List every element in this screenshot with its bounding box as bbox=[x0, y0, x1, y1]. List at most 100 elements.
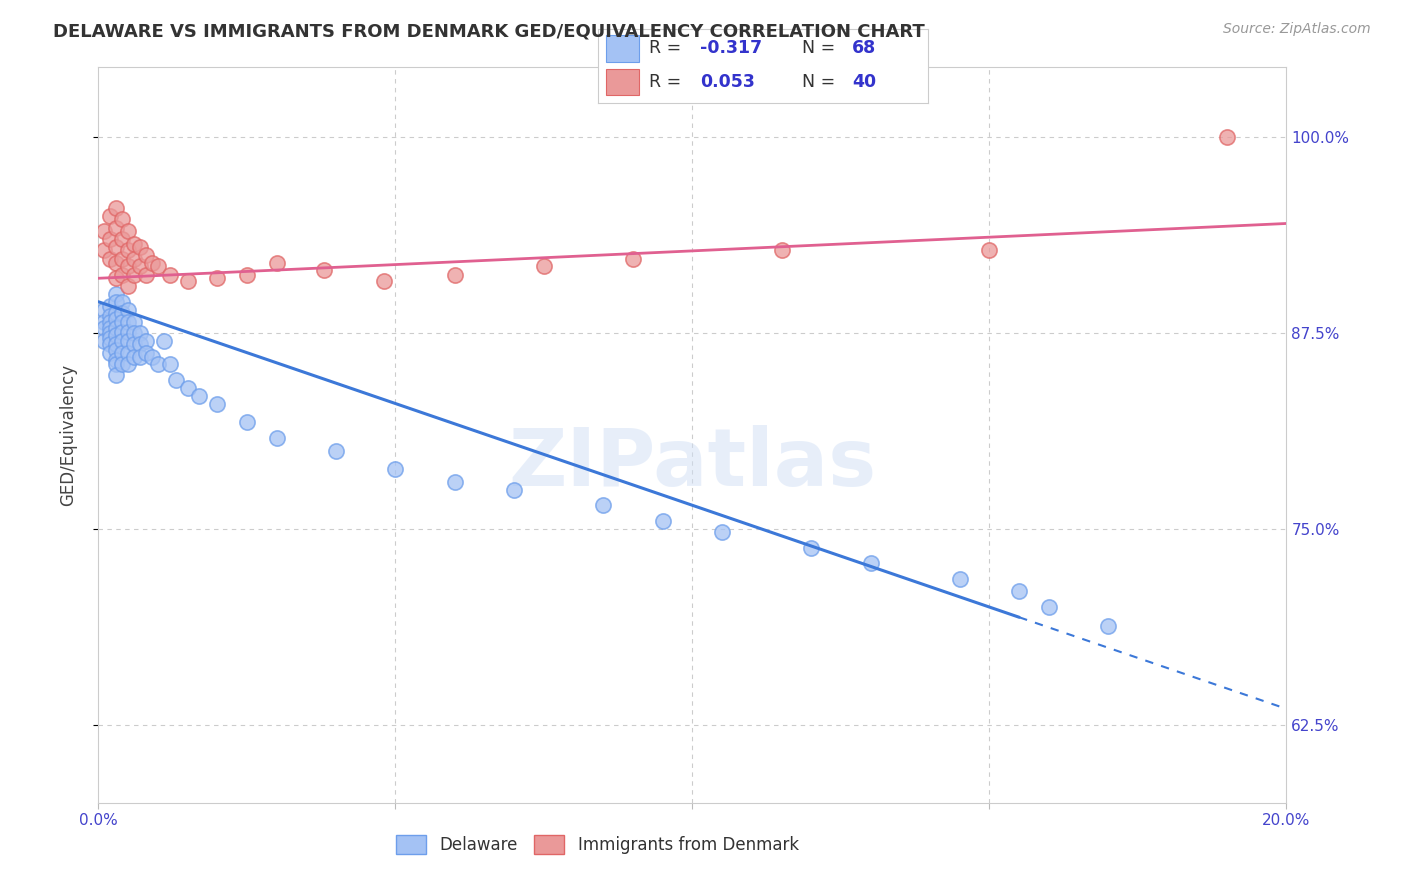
Text: N =: N = bbox=[803, 73, 841, 91]
Point bbox=[129, 337, 152, 351]
Point bbox=[188, 389, 211, 403]
Point bbox=[770, 243, 793, 257]
Point bbox=[93, 302, 115, 317]
Point bbox=[314, 263, 336, 277]
Point bbox=[98, 346, 121, 360]
Point bbox=[98, 209, 121, 223]
Point bbox=[122, 315, 145, 329]
Point bbox=[129, 350, 152, 364]
Point bbox=[93, 321, 115, 335]
Point bbox=[105, 294, 128, 309]
Point bbox=[129, 259, 152, 273]
Point bbox=[146, 358, 169, 372]
Point bbox=[979, 243, 1001, 257]
Point bbox=[98, 300, 121, 314]
Point bbox=[117, 224, 139, 238]
Point bbox=[111, 315, 134, 329]
Point bbox=[98, 326, 121, 340]
Point bbox=[135, 346, 157, 360]
Point bbox=[266, 431, 288, 445]
Point bbox=[117, 346, 139, 360]
Point bbox=[141, 255, 163, 269]
Text: 0.053: 0.053 bbox=[700, 73, 755, 91]
Point bbox=[105, 287, 128, 301]
Point bbox=[1097, 619, 1119, 633]
Point bbox=[105, 352, 128, 367]
Point bbox=[135, 268, 157, 282]
Point bbox=[122, 337, 145, 351]
Point bbox=[266, 255, 288, 269]
Point bbox=[122, 236, 145, 251]
Point bbox=[384, 462, 406, 476]
Point bbox=[621, 252, 644, 267]
Point bbox=[117, 325, 139, 339]
Point bbox=[503, 483, 526, 497]
Point bbox=[93, 334, 115, 348]
Point bbox=[98, 337, 121, 351]
Point bbox=[105, 337, 128, 351]
Point bbox=[949, 572, 972, 586]
Point bbox=[129, 240, 152, 254]
Point bbox=[325, 443, 347, 458]
Point bbox=[98, 315, 121, 329]
Point bbox=[800, 541, 823, 555]
Text: N =: N = bbox=[803, 39, 841, 57]
Point bbox=[117, 302, 139, 317]
Point bbox=[122, 268, 145, 282]
Y-axis label: GED/Equivalency: GED/Equivalency bbox=[59, 364, 77, 506]
Point bbox=[135, 248, 157, 262]
Point bbox=[111, 334, 134, 348]
Point bbox=[105, 358, 128, 372]
Point bbox=[111, 346, 134, 360]
Point bbox=[236, 268, 259, 282]
Point bbox=[111, 306, 134, 320]
Point bbox=[117, 334, 139, 348]
FancyBboxPatch shape bbox=[606, 36, 638, 62]
Point bbox=[105, 368, 128, 383]
Point bbox=[117, 315, 139, 329]
Point bbox=[105, 321, 128, 335]
Point bbox=[159, 358, 181, 372]
Point bbox=[152, 334, 174, 348]
Point bbox=[105, 343, 128, 358]
Point bbox=[711, 524, 734, 539]
Point bbox=[105, 312, 128, 326]
Point bbox=[159, 268, 181, 282]
Point bbox=[1038, 600, 1060, 615]
Point bbox=[111, 211, 134, 226]
Point bbox=[98, 252, 121, 267]
Point bbox=[98, 232, 121, 246]
Text: Source: ZipAtlas.com: Source: ZipAtlas.com bbox=[1223, 22, 1371, 37]
Point bbox=[205, 396, 228, 410]
Point bbox=[122, 350, 145, 364]
Point bbox=[98, 309, 121, 323]
Text: -0.317: -0.317 bbox=[700, 39, 762, 57]
Point bbox=[105, 306, 128, 320]
Point bbox=[122, 326, 145, 340]
Point bbox=[129, 326, 152, 340]
Point bbox=[443, 475, 465, 489]
Point bbox=[135, 334, 157, 348]
Point bbox=[93, 315, 115, 329]
Text: 40: 40 bbox=[852, 73, 876, 91]
Point bbox=[111, 232, 134, 246]
Point bbox=[1008, 584, 1031, 599]
Legend: Delaware, Immigrants from Denmark: Delaware, Immigrants from Denmark bbox=[389, 828, 806, 861]
FancyBboxPatch shape bbox=[606, 69, 638, 95]
Point bbox=[117, 279, 139, 293]
Point bbox=[105, 221, 128, 235]
Point bbox=[105, 201, 128, 215]
Point bbox=[93, 243, 115, 257]
Text: ZIPatlas: ZIPatlas bbox=[509, 425, 876, 503]
Point bbox=[165, 373, 187, 387]
Text: DELAWARE VS IMMIGRANTS FROM DENMARK GED/EQUIVALENCY CORRELATION CHART: DELAWARE VS IMMIGRANTS FROM DENMARK GED/… bbox=[53, 22, 925, 40]
Text: R =: R = bbox=[648, 73, 686, 91]
Text: 68: 68 bbox=[852, 39, 876, 57]
Point bbox=[117, 243, 139, 257]
Point bbox=[98, 331, 121, 345]
Point bbox=[105, 255, 128, 269]
Point bbox=[373, 274, 395, 288]
Point bbox=[122, 252, 145, 267]
Point bbox=[146, 259, 169, 273]
Point bbox=[592, 498, 614, 512]
